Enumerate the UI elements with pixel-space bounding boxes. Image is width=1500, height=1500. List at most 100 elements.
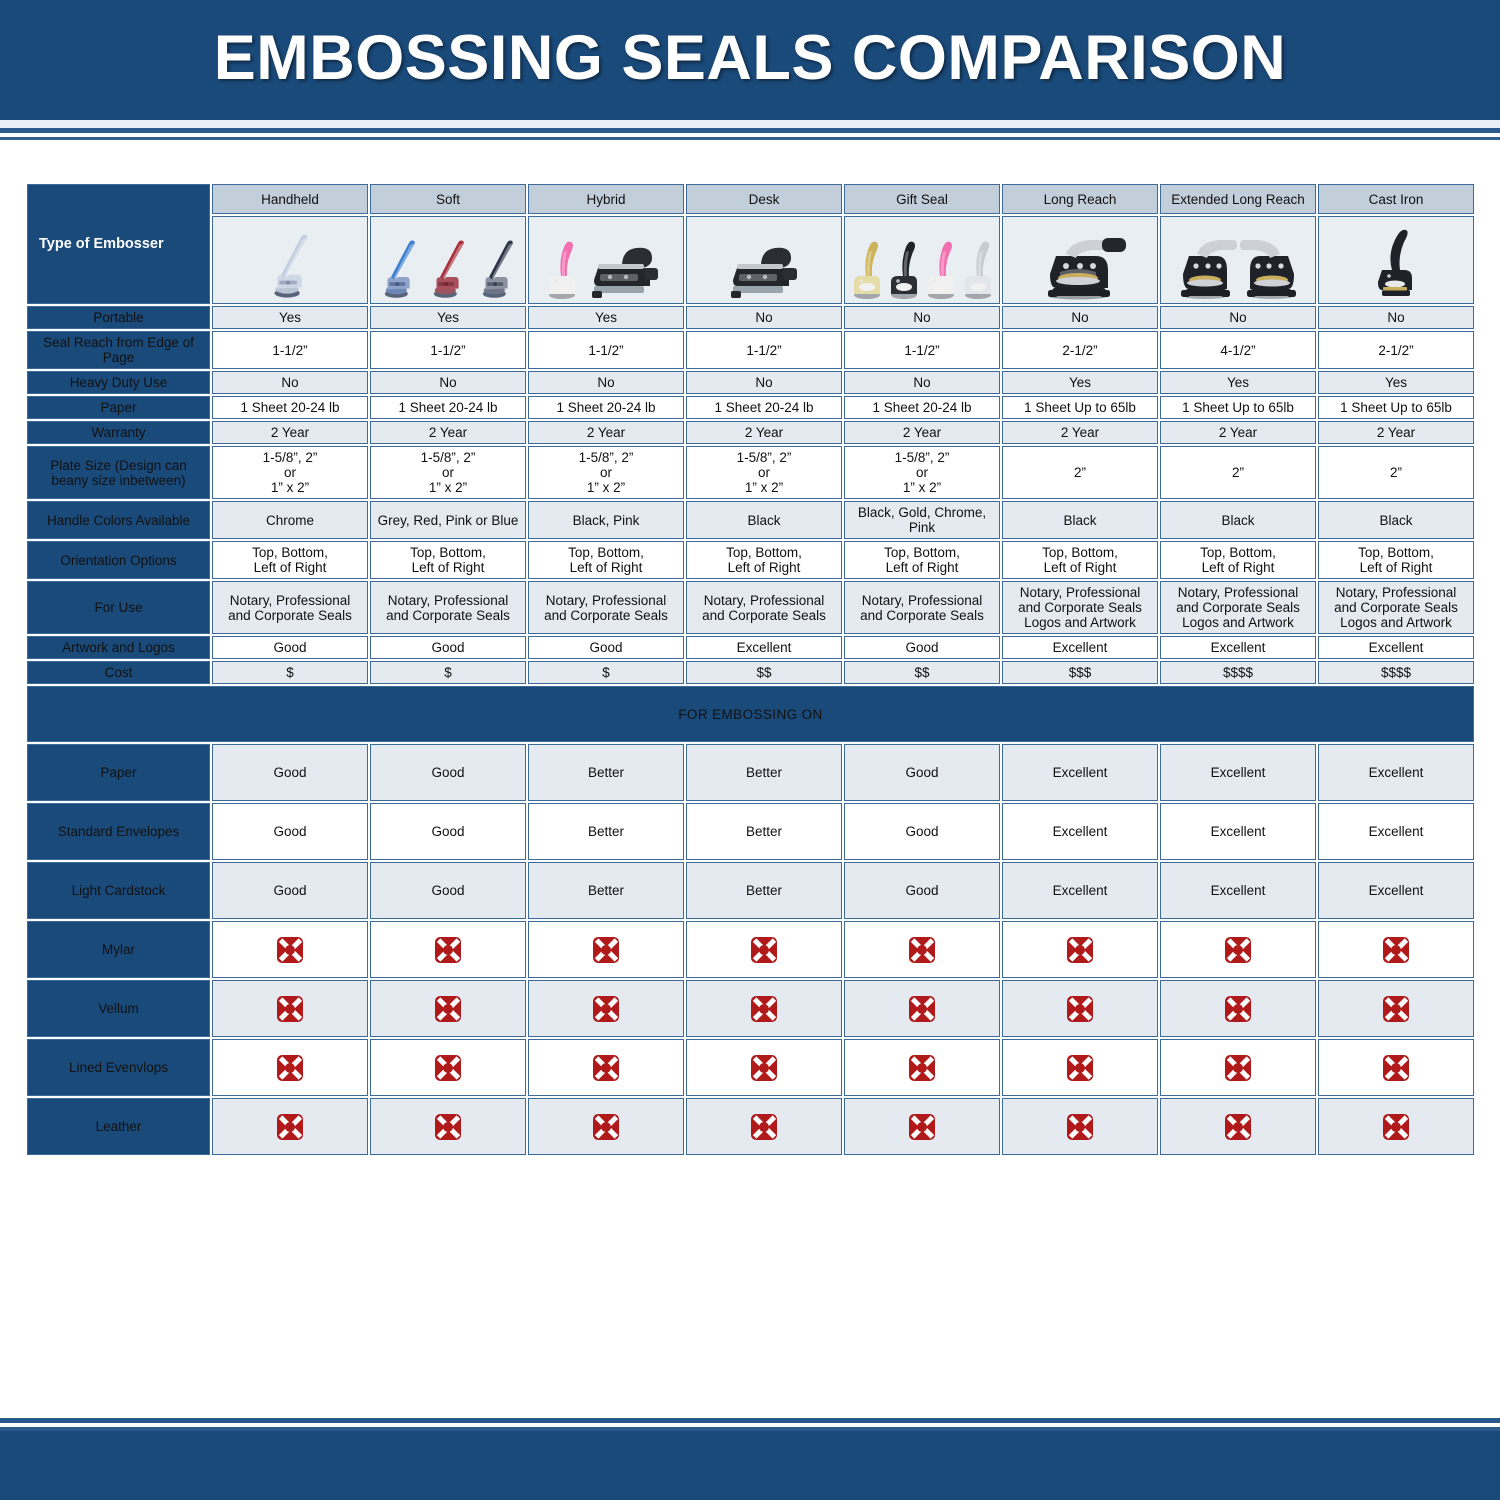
- cell-6-6: Black: [1160, 501, 1316, 539]
- cell-4-2: 2 Year: [528, 421, 684, 444]
- cell-1-1: 1-1/2”: [370, 331, 526, 369]
- cell-7-7: Top, Bottom, Left of Right: [1318, 541, 1474, 579]
- cell-5-2: 1-5/8”, 2” or 1” x 2”: [528, 446, 684, 499]
- banner-divider-3: [0, 133, 1500, 137]
- row-label-handle-colors-available: Handle Colors Available: [27, 501, 210, 539]
- row-label-plate-size-design-can-beany-size-inbetween: Plate Size (Design can beany size inbetw…: [27, 446, 210, 499]
- table-row: Cost $ $ $ $$ $$ $$$ $$$$ $$$$: [27, 661, 1474, 684]
- table-row: Lined Evenvlops: [27, 1039, 1474, 1096]
- cell-9-2: Good: [528, 636, 684, 659]
- embosser-image-row: [27, 216, 1474, 304]
- cell-6-5: Black: [1002, 501, 1158, 539]
- embossing-cell-3-0: [212, 921, 368, 978]
- embossing-cell-6-5: [1002, 1098, 1158, 1155]
- embossing-cell-5-3: [686, 1039, 842, 1096]
- cell-0-0: Yes: [212, 306, 368, 329]
- cell-5-3: 1-5/8”, 2” or 1” x 2”: [686, 446, 842, 499]
- embossing-cell-0-6: Excellent: [1160, 744, 1316, 801]
- row-label-mylar: Mylar: [27, 921, 210, 978]
- column-header-handheld: Handheld: [212, 184, 368, 214]
- embossing-cell-3-3: [686, 921, 842, 978]
- table-row: Seal Reach from Edge of Page 1-1/2” 1-1/2”…: [27, 331, 1474, 369]
- cell-2-5: Yes: [1002, 371, 1158, 394]
- embossing-cell-4-2: [528, 980, 684, 1037]
- red-x-icon: [1067, 1113, 1093, 1140]
- comparison-table-wrapper: Type of Embosser Handheld Soft Hybrid Desk Gi…: [25, 182, 1475, 1157]
- gift-seal-embosser-icon-cell: [844, 216, 1000, 304]
- cell-2-0: No: [212, 371, 368, 394]
- embossing-cell-2-1: Good: [370, 862, 526, 919]
- cell-9-5: Excellent: [1002, 636, 1158, 659]
- cell-10-7: $$$$: [1318, 661, 1474, 684]
- red-x-icon: [435, 995, 461, 1022]
- cell-9-3: Excellent: [686, 636, 842, 659]
- embossing-cell-0-3: Better: [686, 744, 842, 801]
- embossing-cell-2-2: Better: [528, 862, 684, 919]
- cell-7-4: Top, Bottom, Left of Right: [844, 541, 1000, 579]
- cell-5-1: 1-5/8”, 2” or 1” x 2”: [370, 446, 526, 499]
- embossing-cell-4-7: [1318, 980, 1474, 1037]
- cell-2-3: No: [686, 371, 842, 394]
- cell-2-6: Yes: [1160, 371, 1316, 394]
- cell-6-2: Black, Pink: [528, 501, 684, 539]
- cell-8-1: Notary, Professional and Corporate Seals: [370, 581, 526, 634]
- embossing-cell-0-4: Good: [844, 744, 1000, 801]
- embossing-cell-4-1: [370, 980, 526, 1037]
- embossing-cell-2-6: Excellent: [1160, 862, 1316, 919]
- embossing-cell-1-4: Good: [844, 803, 1000, 860]
- cell-8-6: Notary, Professional and Corporate Seals L…: [1160, 581, 1316, 634]
- embossing-cell-2-7: Excellent: [1318, 862, 1474, 919]
- embossing-cell-1-1: Good: [370, 803, 526, 860]
- red-x-icon: [1067, 1054, 1093, 1081]
- cell-9-0: Good: [212, 636, 368, 659]
- page-banner: [0, 0, 1500, 120]
- cell-1-0: 1-1/2”: [212, 331, 368, 369]
- cell-4-4: 2 Year: [844, 421, 1000, 444]
- row-label-light-cardstock: Light Cardstock: [27, 862, 210, 919]
- row-label-vellum: Vellum: [27, 980, 210, 1037]
- red-x-icon: [277, 1113, 303, 1140]
- embossing-cell-4-5: [1002, 980, 1158, 1037]
- cell-9-4: Good: [844, 636, 1000, 659]
- red-x-icon: [1225, 1054, 1251, 1081]
- embossing-cell-1-7: Excellent: [1318, 803, 1474, 860]
- embossing-cell-3-1: [370, 921, 526, 978]
- cell-4-6: 2 Year: [1160, 421, 1316, 444]
- table-row: Leather: [27, 1098, 1474, 1155]
- embossing-cell-5-1: [370, 1039, 526, 1096]
- cell-7-3: Top, Bottom, Left of Right: [686, 541, 842, 579]
- table-row: Light Cardstock Good Good Better Better Good E…: [27, 862, 1474, 919]
- cell-10-1: $: [370, 661, 526, 684]
- table-row: Handle Colors Available Chrome Grey, Red, …: [27, 501, 1474, 539]
- cell-3-3: 1 Sheet 20-24 lb: [686, 396, 842, 419]
- red-x-icon: [1225, 1113, 1251, 1140]
- row-label-artwork-and-logos: Artwork and Logos: [27, 636, 210, 659]
- hybrid-embosser-icon-cell: [528, 216, 684, 304]
- row-label-standard-envelopes: Standard Envelopes: [27, 803, 210, 860]
- red-x-icon: [277, 936, 303, 963]
- row-label-lined-evenvlops: Lined Evenvlops: [27, 1039, 210, 1096]
- red-x-icon: [435, 936, 461, 963]
- red-x-icon: [1067, 936, 1093, 963]
- cell-10-5: $$$: [1002, 661, 1158, 684]
- gift-seal-embosser-icon: [847, 220, 997, 300]
- embossing-cell-1-5: Excellent: [1002, 803, 1158, 860]
- row-label-portable: Portable: [27, 306, 210, 329]
- embossing-cell-2-4: Good: [844, 862, 1000, 919]
- cell-3-7: 1 Sheet Up to 65lb: [1318, 396, 1474, 419]
- cell-7-0: Top, Bottom, Left of Right: [212, 541, 368, 579]
- red-x-icon: [751, 1113, 777, 1140]
- red-x-icon: [1067, 995, 1093, 1022]
- cell-7-6: Top, Bottom, Left of Right: [1160, 541, 1316, 579]
- column-header-desk: Desk: [686, 184, 842, 214]
- cell-1-5: 2-1/2”: [1002, 331, 1158, 369]
- cell-4-0: 2 Year: [212, 421, 368, 444]
- cell-1-7: 2-1/2”: [1318, 331, 1474, 369]
- table-row: Heavy Duty Use No No No No No Yes Yes Yes: [27, 371, 1474, 394]
- extended-long-reach-embosser-icon: [1163, 220, 1313, 300]
- cast-iron-embosser-icon-cell: [1318, 216, 1474, 304]
- table-row: For Use Notary, Professional and Corporate…: [27, 581, 1474, 634]
- cell-5-6: 2”: [1160, 446, 1316, 499]
- cell-1-4: 1-1/2”: [844, 331, 1000, 369]
- section-banner-for-embossing-on: FOR EMBOSSING ON: [27, 686, 1474, 742]
